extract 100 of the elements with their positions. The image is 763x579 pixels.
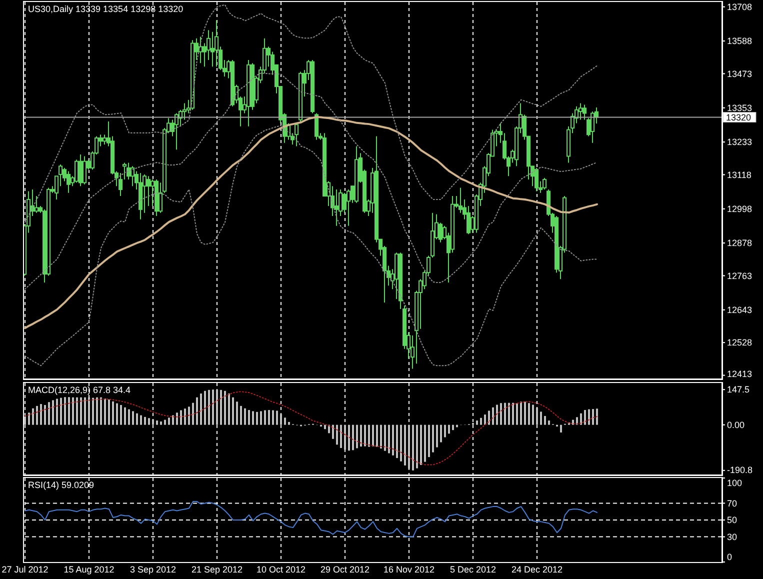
bar bbox=[36, 406, 38, 425]
bar bbox=[252, 411, 254, 425]
bar bbox=[380, 424, 382, 448]
bar bbox=[420, 424, 422, 465]
y-tick-label: 30 bbox=[727, 532, 738, 542]
bar bbox=[332, 424, 334, 439]
candlestick bbox=[66, 170, 70, 194]
bar bbox=[196, 397, 198, 425]
bar bbox=[88, 397, 90, 425]
bar bbox=[484, 414, 486, 425]
bar bbox=[560, 424, 562, 432]
candlestick bbox=[578, 102, 582, 120]
bar bbox=[432, 424, 434, 452]
candlestick bbox=[198, 36, 202, 64]
y-tick-label: 13233 bbox=[727, 137, 752, 148]
bar bbox=[248, 410, 250, 425]
bar bbox=[140, 415, 142, 425]
bar bbox=[80, 397, 82, 425]
bar bbox=[356, 424, 358, 448]
bar bbox=[336, 424, 338, 445]
bar bbox=[144, 416, 146, 425]
bar bbox=[168, 418, 170, 425]
bar bbox=[428, 424, 430, 458]
bar bbox=[536, 408, 538, 425]
bar bbox=[500, 403, 502, 425]
candlestick bbox=[102, 134, 106, 146]
bar bbox=[236, 402, 238, 425]
bar bbox=[48, 402, 50, 425]
bar bbox=[488, 410, 490, 425]
y-tick-label: 13588 bbox=[727, 36, 752, 46]
y-tick-label: -190.8 bbox=[727, 465, 753, 476]
y-tick-label: 13473 bbox=[727, 68, 752, 79]
bar bbox=[444, 424, 446, 438]
bar bbox=[160, 421, 162, 425]
bar bbox=[28, 412, 30, 425]
bar bbox=[52, 400, 54, 425]
bar bbox=[416, 424, 418, 468]
bar bbox=[100, 397, 102, 425]
bar bbox=[188, 406, 190, 425]
bar bbox=[224, 390, 226, 425]
y-tick-label: 70 bbox=[727, 498, 738, 508]
candlestick bbox=[34, 196, 38, 214]
bar bbox=[352, 424, 354, 450]
bar bbox=[368, 424, 370, 447]
bar bbox=[588, 409, 590, 425]
bar bbox=[348, 424, 350, 451]
bar bbox=[436, 424, 438, 448]
candlestick bbox=[214, 20, 218, 68]
x-tick-label: 3 Sep 2012 bbox=[130, 564, 176, 574]
bar bbox=[112, 401, 114, 425]
candlestick bbox=[174, 112, 178, 150]
y-tick-label: 12643 bbox=[727, 305, 752, 316]
y-tick-label: 12763 bbox=[727, 270, 752, 281]
bar bbox=[480, 418, 482, 425]
candlestick bbox=[130, 166, 134, 187]
bar bbox=[120, 404, 122, 425]
bar bbox=[220, 390, 222, 425]
bar bbox=[496, 404, 498, 425]
y-tick-label: 12528 bbox=[727, 338, 752, 348]
bar bbox=[152, 419, 154, 425]
bar bbox=[544, 416, 546, 425]
bar bbox=[576, 417, 578, 425]
bar bbox=[96, 397, 98, 425]
y-tick-label: 13708 bbox=[727, 2, 752, 12]
bar bbox=[548, 420, 550, 425]
bar bbox=[580, 413, 582, 425]
bar bbox=[24, 416, 26, 425]
bar bbox=[44, 404, 46, 425]
bar bbox=[396, 424, 398, 458]
bar bbox=[136, 413, 138, 425]
bar bbox=[132, 411, 134, 425]
y-tick-label: 0.00 bbox=[727, 420, 745, 430]
bar bbox=[280, 414, 282, 425]
bar bbox=[272, 410, 274, 425]
bar bbox=[212, 390, 214, 425]
chart-title: RSI(14) 59.0209 bbox=[28, 480, 94, 490]
bar bbox=[364, 424, 366, 446]
bar bbox=[192, 402, 194, 425]
bar bbox=[200, 394, 202, 425]
bar bbox=[596, 408, 598, 425]
bar bbox=[56, 398, 58, 425]
bar bbox=[372, 424, 374, 446]
chart-title: US30,Daily 13339 13354 13298 13320 bbox=[28, 4, 184, 14]
y-tick-label: 13118 bbox=[727, 170, 752, 180]
bar bbox=[232, 397, 234, 425]
bar bbox=[128, 409, 130, 425]
y-tick-label: 147.5 bbox=[727, 384, 750, 395]
bar bbox=[268, 410, 270, 425]
x-tick-label: 29 Oct 2012 bbox=[320, 564, 370, 574]
bar bbox=[528, 403, 530, 425]
x-tick-label: 5 Dec 2012 bbox=[450, 564, 496, 574]
bar bbox=[208, 390, 210, 425]
bar bbox=[512, 402, 514, 425]
y-tick-label: 12998 bbox=[727, 204, 752, 214]
bar bbox=[408, 424, 410, 469]
y-tick-label: 0 bbox=[727, 552, 732, 562]
bar bbox=[228, 394, 230, 425]
bar bbox=[164, 420, 166, 425]
candlestick bbox=[590, 111, 594, 144]
bar bbox=[68, 397, 70, 425]
